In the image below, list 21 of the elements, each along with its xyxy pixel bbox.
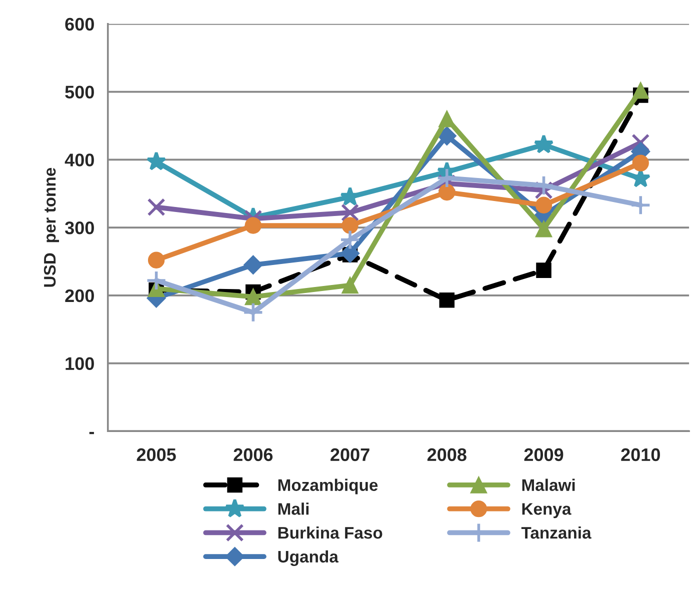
- y-tick-label: 100: [66, 357, 94, 370]
- x-tick-label: 2010: [621, 448, 660, 462]
- y-tick-label: 500: [65, 86, 94, 99]
- legend-label: Burkina Faso: [278, 526, 382, 539]
- legend-label: Mali: [278, 502, 309, 515]
- x-tick-label: 2005: [136, 448, 176, 462]
- x-tick-label: 2007: [330, 448, 370, 462]
- y-tick-label: 600: [65, 18, 94, 31]
- y-tick-label: -: [89, 432, 94, 434]
- y-tick-label: 400: [64, 154, 94, 166]
- legend-label: Mozambique: [278, 478, 378, 494]
- legend-label: Malawi: [522, 478, 575, 491]
- y-axis-title: USD per tonne: [44, 168, 60, 287]
- x-tick-label: 2006: [234, 448, 273, 462]
- y-tick-label: 200: [65, 289, 94, 302]
- y-tick-label: 300: [64, 221, 94, 234]
- legend-label: Tanzania: [521, 526, 592, 539]
- legend-label: Kenya: [522, 503, 572, 518]
- x-tick-label: 2009: [524, 448, 564, 462]
- legend-label: Uganda: [278, 550, 339, 566]
- x-tick-label: 2008: [427, 448, 466, 462]
